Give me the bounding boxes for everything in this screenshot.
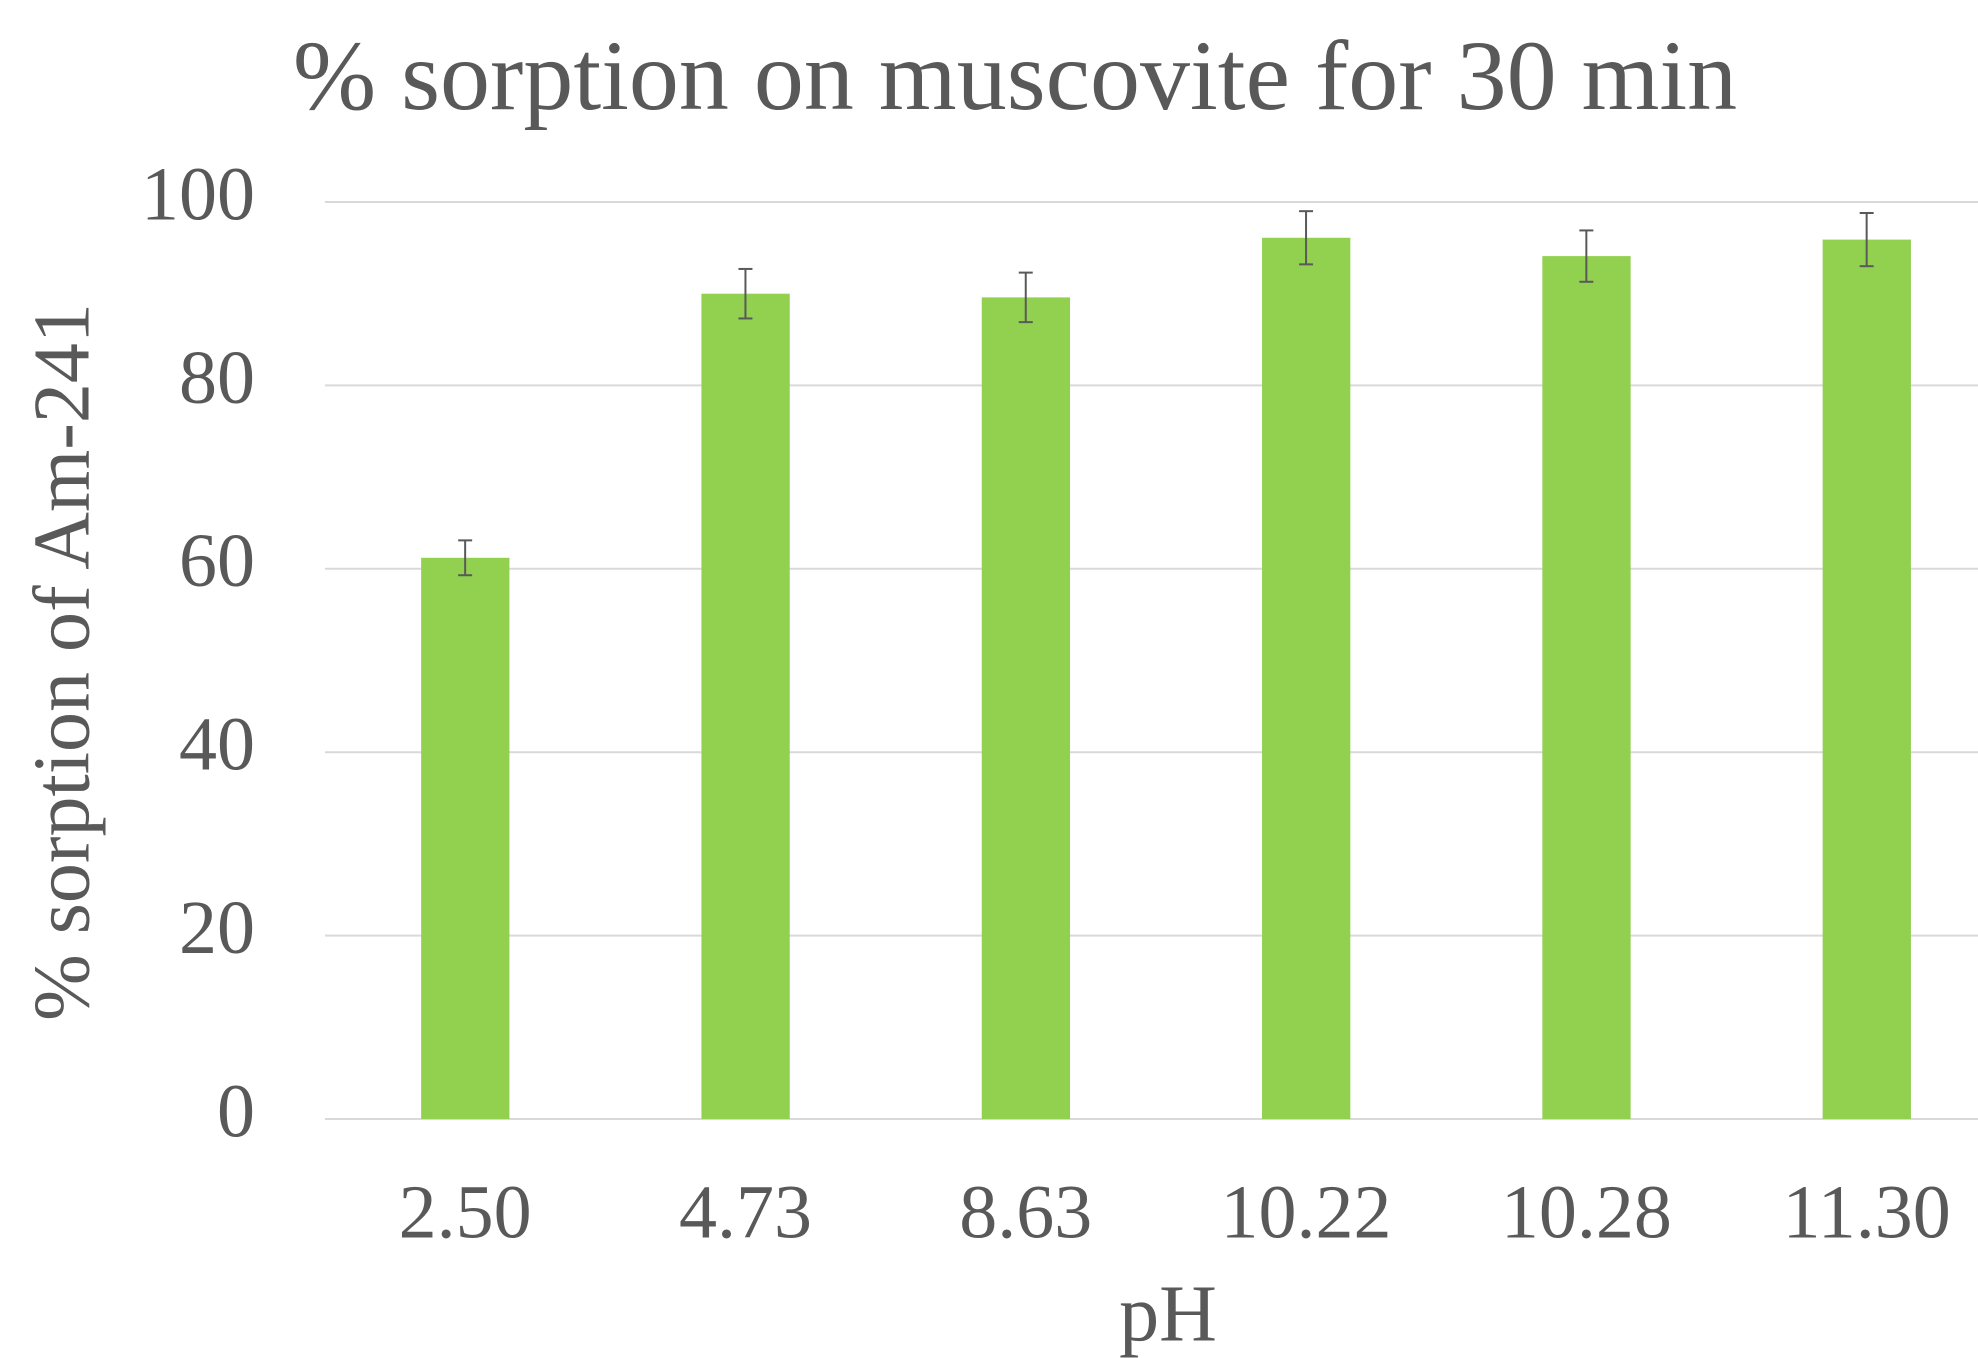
x-tick-label: 8.63: [959, 1170, 1092, 1254]
y-tick-label: 20: [179, 886, 255, 970]
y-axis-label: % sorption of Am-241: [18, 303, 106, 1021]
error-bar: [458, 539, 473, 577]
error-bar: [1018, 271, 1033, 324]
bar: [701, 293, 790, 1119]
y-tick-label: 0: [217, 1069, 255, 1153]
x-tick-label: 4.73: [679, 1170, 812, 1254]
x-tick-label: 2.50: [399, 1170, 532, 1254]
error-bar: [738, 267, 753, 320]
bar: [421, 557, 510, 1119]
error-bar: [1299, 210, 1314, 266]
bar: [1542, 256, 1631, 1119]
chart-title: % sorption on muscovite for 30 min: [293, 20, 1737, 131]
y-tick-label: 60: [179, 519, 255, 603]
error-bar: [1859, 212, 1874, 268]
error-bar: [1579, 229, 1594, 283]
bar: [981, 297, 1071, 1119]
x-tick-label: 10.22: [1221, 1170, 1392, 1254]
x-tick-label: 11.30: [1783, 1170, 1951, 1254]
y-tick-label: 100: [141, 152, 255, 236]
bar: [1262, 237, 1351, 1119]
x-tick-label: 10.28: [1501, 1170, 1672, 1254]
bar: [1822, 239, 1911, 1120]
y-tick-label: 80: [179, 336, 255, 420]
y-tick-label: 40: [179, 703, 255, 787]
x-axis-label: pH: [1119, 1270, 1217, 1358]
